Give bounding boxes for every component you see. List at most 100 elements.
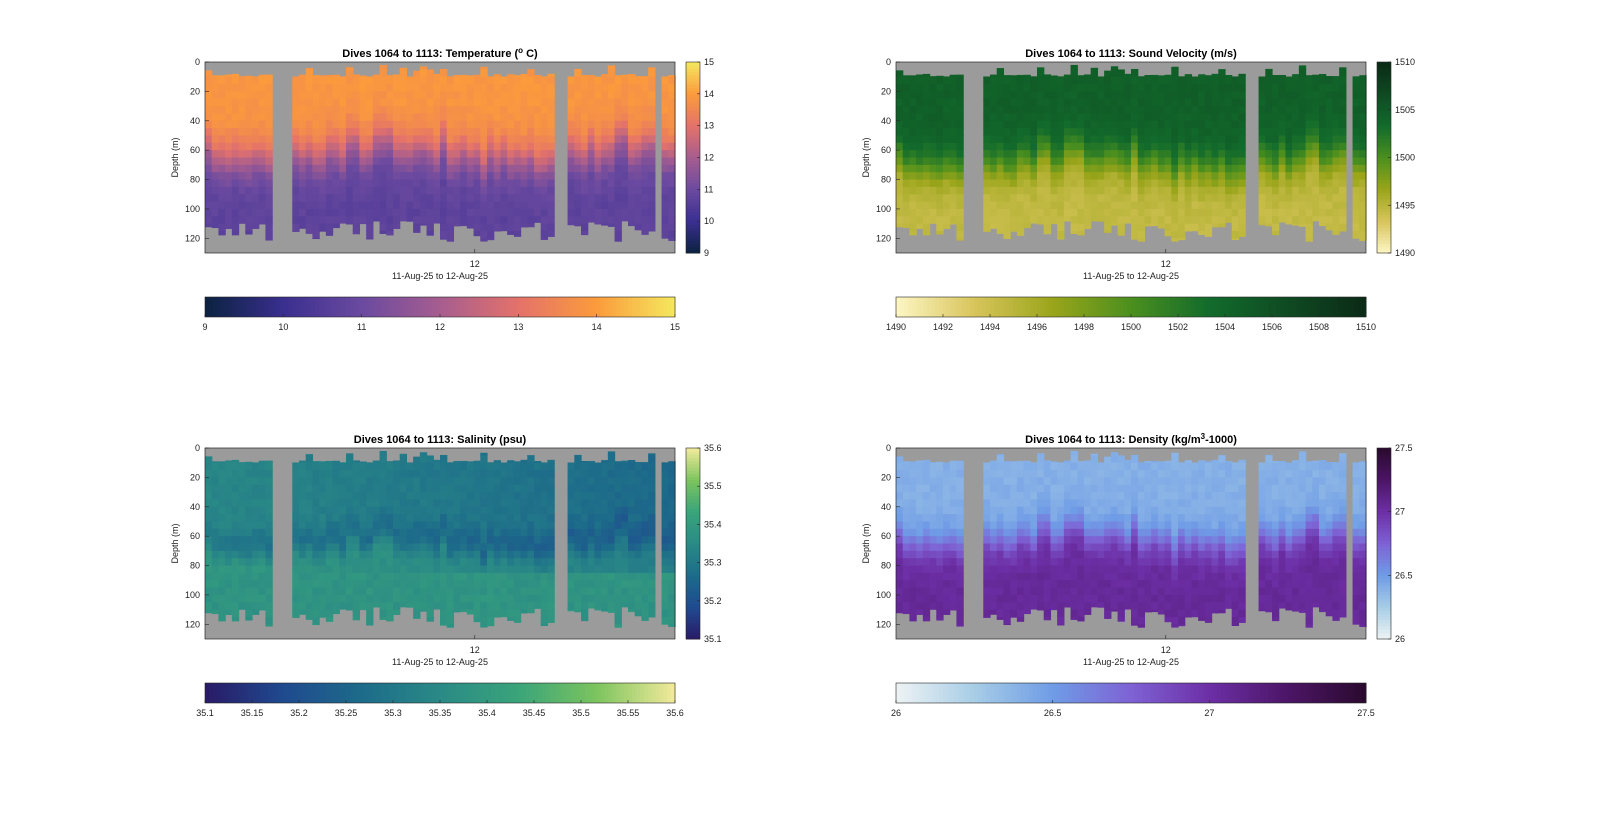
data-cell — [211, 506, 220, 515]
data-cell — [641, 223, 649, 232]
data-cell — [628, 506, 636, 515]
data-cell — [1144, 157, 1152, 166]
data-cell — [1003, 113, 1011, 122]
colorbar-segment — [663, 297, 668, 317]
data-cell — [252, 550, 260, 559]
x-axis-label: 11-Aug-25 to 12-Aug-25 — [392, 271, 488, 281]
data-cell — [1211, 113, 1219, 122]
colorbar-segment — [1158, 297, 1163, 317]
data-cell — [1077, 84, 1085, 92]
data-cell — [205, 223, 213, 228]
data-cell — [1090, 157, 1099, 166]
data-cell — [487, 492, 495, 501]
data-cell — [460, 157, 468, 166]
data-cell — [621, 113, 629, 122]
data-cell — [319, 223, 327, 232]
data-cell — [299, 543, 307, 552]
data-cell — [1104, 76, 1112, 85]
data-cell — [513, 142, 522, 151]
data-cell — [1030, 172, 1038, 181]
data-cell — [943, 208, 951, 217]
data-cell — [252, 558, 260, 567]
data-cell — [594, 602, 602, 611]
data-cell — [1292, 150, 1300, 159]
data-cell — [1191, 179, 1199, 188]
data-cell — [520, 587, 528, 596]
data-cell — [372, 150, 381, 159]
data-cell — [1332, 186, 1340, 195]
data-cell — [513, 521, 522, 530]
data-cell — [990, 98, 998, 107]
data-cell — [413, 609, 421, 618]
data-cell — [614, 201, 622, 210]
data-cell — [386, 120, 394, 129]
data-cell — [379, 76, 387, 85]
data-cell — [413, 106, 421, 115]
data-cell — [453, 528, 461, 537]
data-cell — [500, 470, 508, 478]
data-cell — [413, 456, 421, 464]
data-cell — [943, 98, 951, 107]
data-cell — [1231, 216, 1240, 225]
data-cell — [1198, 135, 1206, 144]
data-cell — [433, 499, 441, 508]
y-tick-label: 0 — [886, 57, 891, 67]
colorbar-segment — [577, 297, 582, 317]
data-cell — [386, 223, 394, 232]
colorbar-segment — [326, 683, 331, 703]
data-cell — [292, 76, 300, 85]
data-cell — [325, 609, 334, 618]
data-cell — [587, 135, 596, 144]
data-cell — [453, 98, 461, 107]
data-cell — [520, 558, 528, 567]
data-cell — [513, 75, 522, 78]
data-cell — [527, 506, 535, 515]
data-cell — [413, 521, 421, 530]
data-cell — [372, 84, 381, 92]
colorbar-tick-label: 1502 — [1168, 322, 1188, 332]
colorbar-segment — [1272, 297, 1277, 317]
data-cell — [661, 120, 669, 129]
data-cell — [299, 536, 307, 545]
data-cell — [1144, 106, 1152, 115]
data-cell — [1084, 164, 1092, 173]
data-cell — [205, 98, 213, 107]
data-cell — [1211, 128, 1219, 137]
data-cell — [1298, 65, 1307, 70]
data-cell — [325, 594, 334, 603]
data-cell — [534, 216, 542, 223]
data-cell — [258, 594, 267, 603]
data-cell — [1104, 194, 1112, 203]
data-cell — [1117, 164, 1125, 173]
colorbar-segment — [1377, 240, 1391, 244]
data-cell — [426, 208, 434, 217]
colorbar-tick-label: 15 — [670, 322, 680, 332]
data-cell — [587, 462, 596, 471]
data-cell — [1137, 76, 1146, 85]
data-cell — [211, 484, 220, 493]
data-cell — [601, 76, 609, 85]
data-cell — [473, 550, 481, 559]
data-cell — [1292, 91, 1300, 100]
data-cell — [607, 565, 616, 574]
colorbar-segment — [1377, 217, 1391, 222]
data-cell — [513, 91, 522, 100]
data-cell — [440, 84, 448, 92]
data-cell — [466, 462, 475, 471]
colorbar-segment — [1087, 297, 1093, 317]
colorbar-segment — [518, 683, 523, 703]
data-cell — [1225, 164, 1233, 173]
data-cell — [487, 550, 495, 559]
data-cell — [332, 514, 340, 523]
data-cell — [1319, 216, 1327, 225]
colorbar-segment — [686, 237, 700, 241]
data-cell — [534, 587, 542, 596]
colorbar-segment — [1362, 297, 1367, 317]
data-cell — [386, 186, 394, 195]
data-cell — [440, 558, 448, 567]
data-cell — [211, 113, 220, 122]
data-cell — [1003, 75, 1011, 78]
data-cell — [534, 164, 542, 173]
data-cell — [648, 521, 656, 530]
data-cell — [218, 565, 226, 574]
